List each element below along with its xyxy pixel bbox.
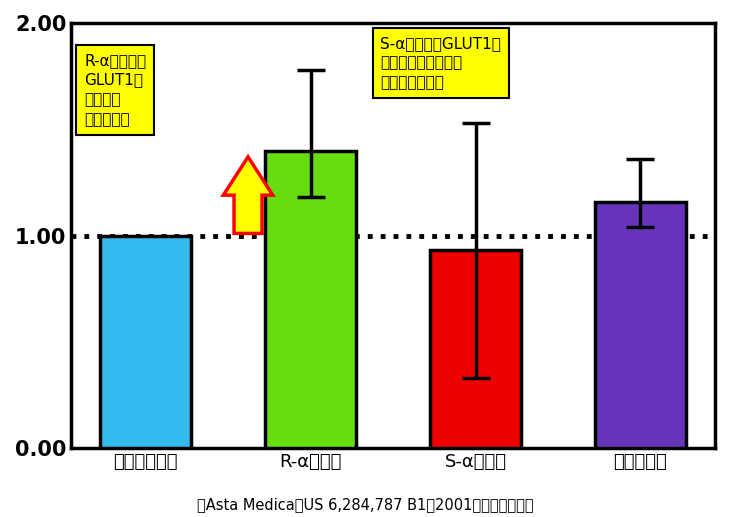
Polygon shape [223,157,273,234]
Bar [101,236,191,448]
Bar [265,150,356,448]
Text: S-αリポ酸はGLUT1の
膜移動をわずかだが
阻害する傾向！: S-αリポ酸はGLUT1の 膜移動をわずかだが 阻害する傾向！ [380,36,501,90]
Bar [595,202,685,448]
Bar [430,250,521,448]
Text: （Asta Medica　US 6,284,787 B1（2001）からの改編）: （Asta Medica US 6,284,787 B1（2001）からの改編） [196,497,534,512]
Text: R-αリポ酸は
GLUT1の
膜移動を
サポート！: R-αリポ酸は GLUT1の 膜移動を サポート！ [84,53,146,127]
